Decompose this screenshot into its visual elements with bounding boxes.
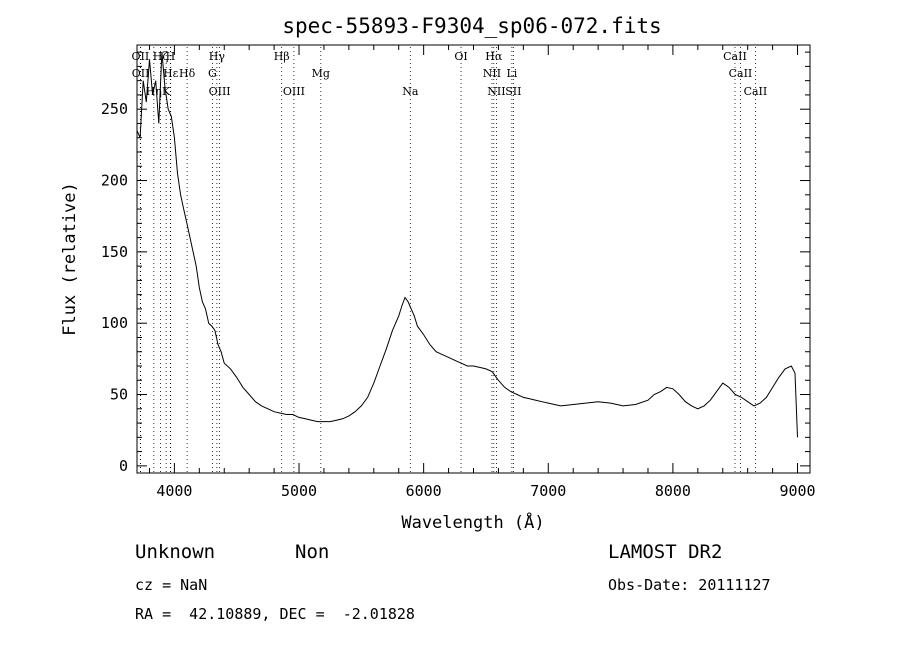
line-marker-label: H <box>166 50 176 63</box>
survey-label: LAMOST DR2 <box>608 541 723 563</box>
series-group <box>136 52 798 438</box>
line-marker-label: SII <box>505 85 521 98</box>
line-marker-label: Na <box>402 85 419 98</box>
y-tick-label: 250 <box>101 100 128 118</box>
line-marker-label: Mg <box>312 67 330 80</box>
line-marker-label: OII <box>132 50 150 63</box>
y-tick-label: 150 <box>101 243 128 261</box>
line-marker-label: NII <box>487 85 505 98</box>
redshift-label: cz = NaN <box>135 576 208 594</box>
line-marker-label: CaII <box>723 50 747 63</box>
coordinates-label: RA = 42.10889, DEC = -2.01828 <box>135 605 415 623</box>
x-tick-label: 8000 <box>655 482 691 500</box>
line-marker-label: Li <box>506 67 517 80</box>
line-marker-label: CaII <box>744 85 768 98</box>
line-markers: OIIOIIHηHζHεKHHδOIIIHγGOIIIHβMgNaOINIINI… <box>132 47 768 473</box>
x-tick-label: 9000 <box>779 482 815 500</box>
line-marker-label: Hβ <box>274 50 290 63</box>
y-tick-label: 0 <box>119 457 128 475</box>
x-tick-label: 6000 <box>406 482 442 500</box>
line-marker-label: Hα <box>485 50 503 63</box>
line-marker-label: G <box>208 67 217 80</box>
x-axis-title: Wavelength (Å) <box>401 511 544 533</box>
line-marker-label: Hδ <box>179 67 196 80</box>
line-marker-label: Hγ <box>209 50 226 63</box>
y-tick-label: 50 <box>110 386 128 404</box>
x-axis-ticks: 4000 5000 6000 7000 8000 9000 <box>148 45 816 500</box>
line-marker-label: CaII <box>729 67 753 80</box>
line-marker-label: OI <box>454 50 467 63</box>
subclass-label: Non <box>295 541 330 563</box>
plot-frame <box>136 44 811 474</box>
line-marker-label: Hε <box>163 67 179 80</box>
y-tick-label: 100 <box>101 314 128 332</box>
line-marker-label: OIII <box>283 85 305 98</box>
line-marker-label: OIII <box>209 85 231 98</box>
x-tick-label: 5000 <box>281 482 317 500</box>
class-label: Unknown <box>135 541 216 563</box>
y-tick-label: 200 <box>101 172 128 190</box>
line-marker-label: OII <box>132 67 150 80</box>
line-marker-label: NII <box>483 67 501 80</box>
spectrum-series-line <box>136 52 798 438</box>
x-tick-label: 4000 <box>156 482 192 500</box>
y-axis-title: Flux (relative) <box>60 182 80 336</box>
x-tick-label: 7000 <box>530 482 566 500</box>
line-marker-label: Hζ <box>153 50 169 63</box>
obs-date-label: Obs-Date: 20111127 <box>608 576 771 594</box>
y-axis-ticks: 0 50 100 150 200 250 <box>101 51 810 475</box>
line-marker-label: K <box>162 85 171 98</box>
chart-title: spec-55893-F9304_sp06-072.fits <box>282 14 661 38</box>
